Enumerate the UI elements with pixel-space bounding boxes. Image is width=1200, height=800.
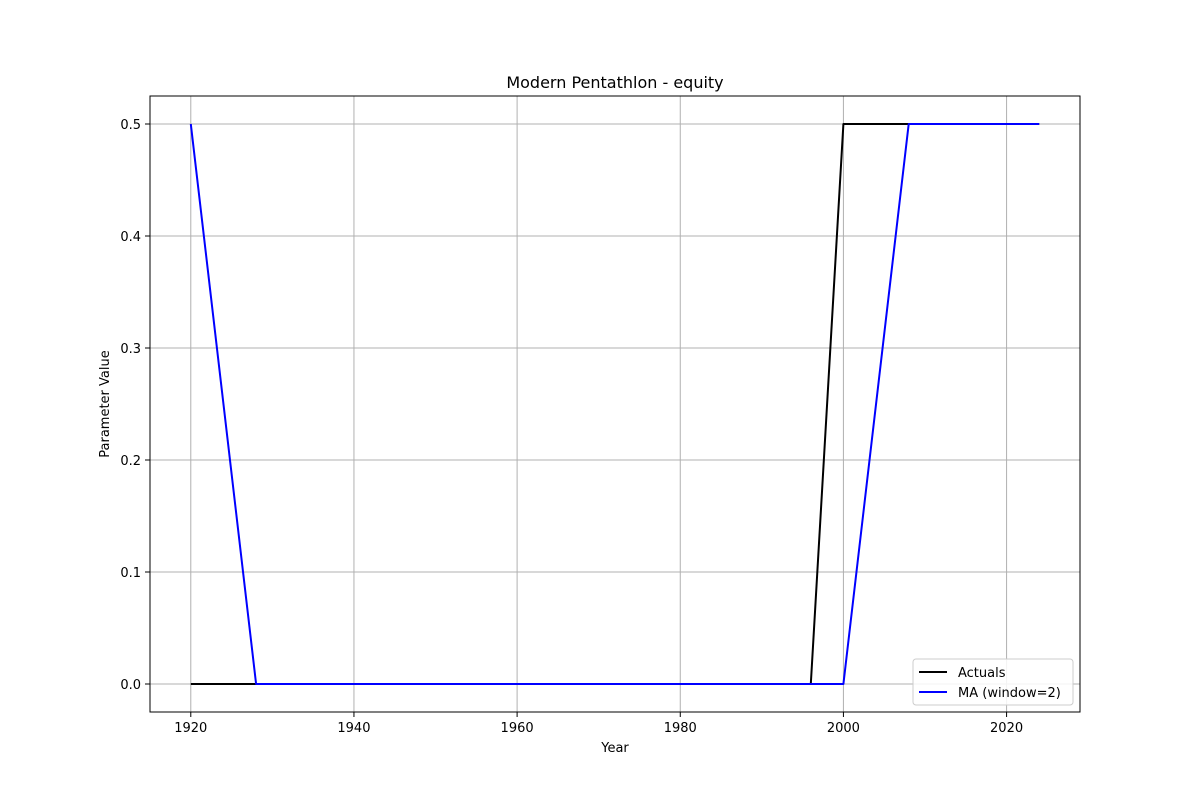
legend-label-1: MA (window=2) <box>958 686 1061 701</box>
y-tick-label: 0.5 <box>120 118 141 133</box>
x-tick-label: 2000 <box>827 721 860 736</box>
plot-frame <box>149 95 1081 713</box>
chart-title: Modern Pentathlon - equity <box>506 73 723 92</box>
y-tick-label: 0.1 <box>120 566 141 581</box>
y-tick-label: 0.3 <box>120 342 141 357</box>
series-layer <box>189 123 1040 685</box>
x-tick-label: 2020 <box>990 721 1023 736</box>
legend-label-0: Actuals <box>958 666 1006 681</box>
grid <box>150 96 1080 712</box>
series-line-0 <box>190 123 1040 685</box>
x-tick-label: 1980 <box>664 721 697 736</box>
y-tick-label: 0.2 <box>120 454 141 469</box>
x-axis: 1920 1940 1960 1980 2000 2020 <box>174 712 1023 736</box>
y-axis-label: Parameter Value <box>98 350 113 457</box>
y-tick-label: 0.0 <box>120 678 141 693</box>
y-tick-label: 0.4 <box>120 230 141 245</box>
x-tick-label: 1960 <box>501 721 534 736</box>
series-line-1 <box>189 123 1040 685</box>
x-axis-label: Year <box>600 741 629 756</box>
legend: Actuals MA (window=2) <box>912 658 1074 706</box>
y-axis: 0.0 0.1 0.2 0.3 0.4 0.5 <box>120 118 150 693</box>
legend-box <box>912 658 1074 706</box>
x-tick-label: 1920 <box>174 721 207 736</box>
x-tick-label: 1940 <box>337 721 370 736</box>
